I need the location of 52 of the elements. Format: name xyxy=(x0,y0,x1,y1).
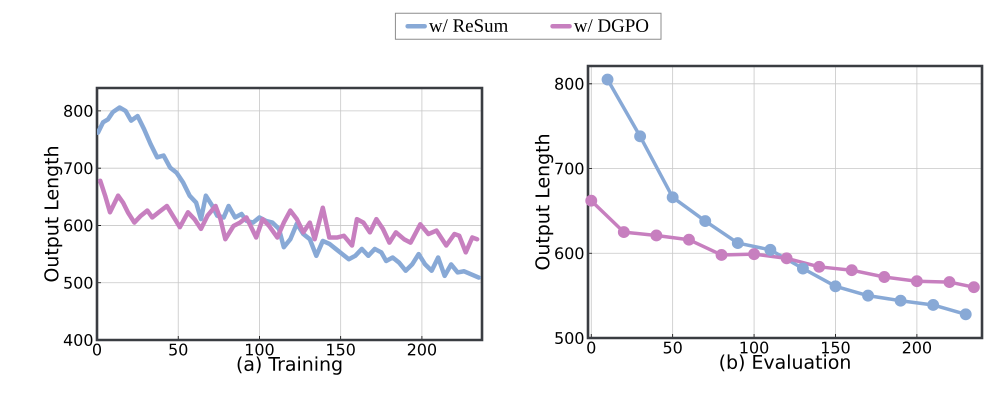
x-tick-label: 150 xyxy=(822,342,850,354)
point xyxy=(748,248,760,260)
point xyxy=(944,276,956,288)
x-tick-label: 0 xyxy=(587,342,596,354)
point xyxy=(796,262,809,274)
x-tick-label: 50 xyxy=(169,344,188,356)
point xyxy=(878,271,890,283)
x-axis-title: (a) Training xyxy=(238,356,342,375)
x-tick-label: 100 xyxy=(740,342,768,354)
y-tick-label: 600 xyxy=(555,247,584,260)
point xyxy=(830,280,842,292)
point xyxy=(968,281,980,294)
point xyxy=(813,260,826,273)
point xyxy=(650,230,662,242)
y-axis-title: Output Length xyxy=(44,147,62,282)
legend-label: w/ ReSum xyxy=(428,19,508,32)
point xyxy=(910,275,923,288)
x-tick-label: 200 xyxy=(902,342,932,354)
point xyxy=(764,244,776,256)
x-tick-label: 100 xyxy=(246,344,274,356)
point xyxy=(716,249,728,261)
x-tick-label: 200 xyxy=(408,344,436,356)
point xyxy=(618,226,630,238)
x-tick-label: 0 xyxy=(92,344,102,356)
point xyxy=(780,252,793,264)
y-tick-label: 600 xyxy=(64,219,92,232)
point xyxy=(960,308,972,320)
point xyxy=(862,290,874,302)
x-tick-label: 50 xyxy=(664,342,682,354)
y-tick-label: 500 xyxy=(555,332,584,344)
y-tick-label: 800 xyxy=(64,104,92,117)
x-tick-label: 150 xyxy=(327,344,355,356)
y-axis-title: Output Length xyxy=(534,135,554,270)
point xyxy=(699,215,712,228)
y-tick-label: 500 xyxy=(64,276,92,289)
x-axis-title: (b) Evaluation xyxy=(720,354,850,372)
point xyxy=(585,194,598,207)
point xyxy=(927,299,940,311)
point xyxy=(602,74,614,86)
line-series xyxy=(98,178,480,255)
point xyxy=(732,237,744,250)
point xyxy=(846,264,858,276)
point xyxy=(666,191,679,204)
point xyxy=(894,294,907,307)
point xyxy=(683,234,695,246)
y-tick-label: 800 xyxy=(555,78,584,90)
point xyxy=(634,130,646,142)
y-tick-label: 700 xyxy=(555,162,584,175)
line-series xyxy=(97,105,482,280)
y-tick-label: 700 xyxy=(64,162,92,174)
y-tick-label: 400 xyxy=(64,334,92,346)
legend-label: w/ DGPO xyxy=(574,19,648,32)
